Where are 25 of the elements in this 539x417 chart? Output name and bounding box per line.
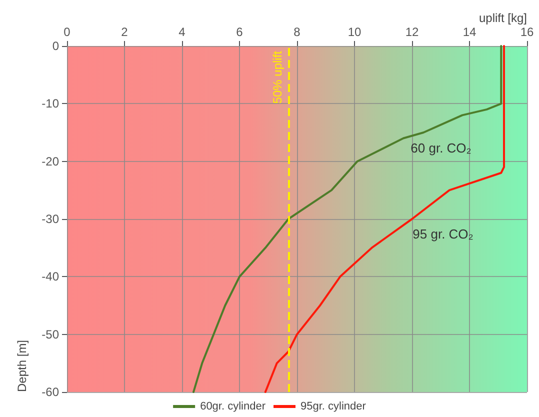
x-axis-title: uplift [kg] [478, 11, 527, 25]
legend-label: 95gr. cylinder [300, 400, 366, 412]
line-series [192, 45, 502, 393]
y-tick-label: -10 [42, 96, 60, 111]
y-tick-label: -60 [42, 385, 60, 399]
x-tick-label: 10 [348, 25, 362, 39]
y-tick-label: -50 [42, 327, 60, 342]
ref-line-label: 50% uplift [270, 50, 284, 104]
y-tick-label: -30 [42, 212, 60, 226]
x-tick-label: 12 [405, 25, 419, 39]
y-tick-label: -20 [42, 154, 60, 168]
x-tick-label: 4 [178, 25, 186, 39]
x-tick-label: 6 [236, 25, 244, 39]
x-tick-label: 14 [462, 25, 476, 39]
y-tick-label: -40 [42, 270, 60, 284]
y-axis-title: Depth [m] [15, 340, 29, 392]
x-tick-label: 0 [64, 25, 71, 39]
x-tick-label: 2 [121, 25, 128, 39]
annotation: 95 gr. CO₂ [412, 226, 474, 242]
x-tick-label: 16 [520, 25, 534, 39]
line-series [264, 45, 505, 393]
annotation: 60 gr. CO₂ [410, 140, 472, 156]
legend-label: 60gr. cylinder [200, 400, 266, 412]
x-tick-label: 8 [294, 25, 301, 39]
y-tick-label: 0 [52, 39, 60, 53]
